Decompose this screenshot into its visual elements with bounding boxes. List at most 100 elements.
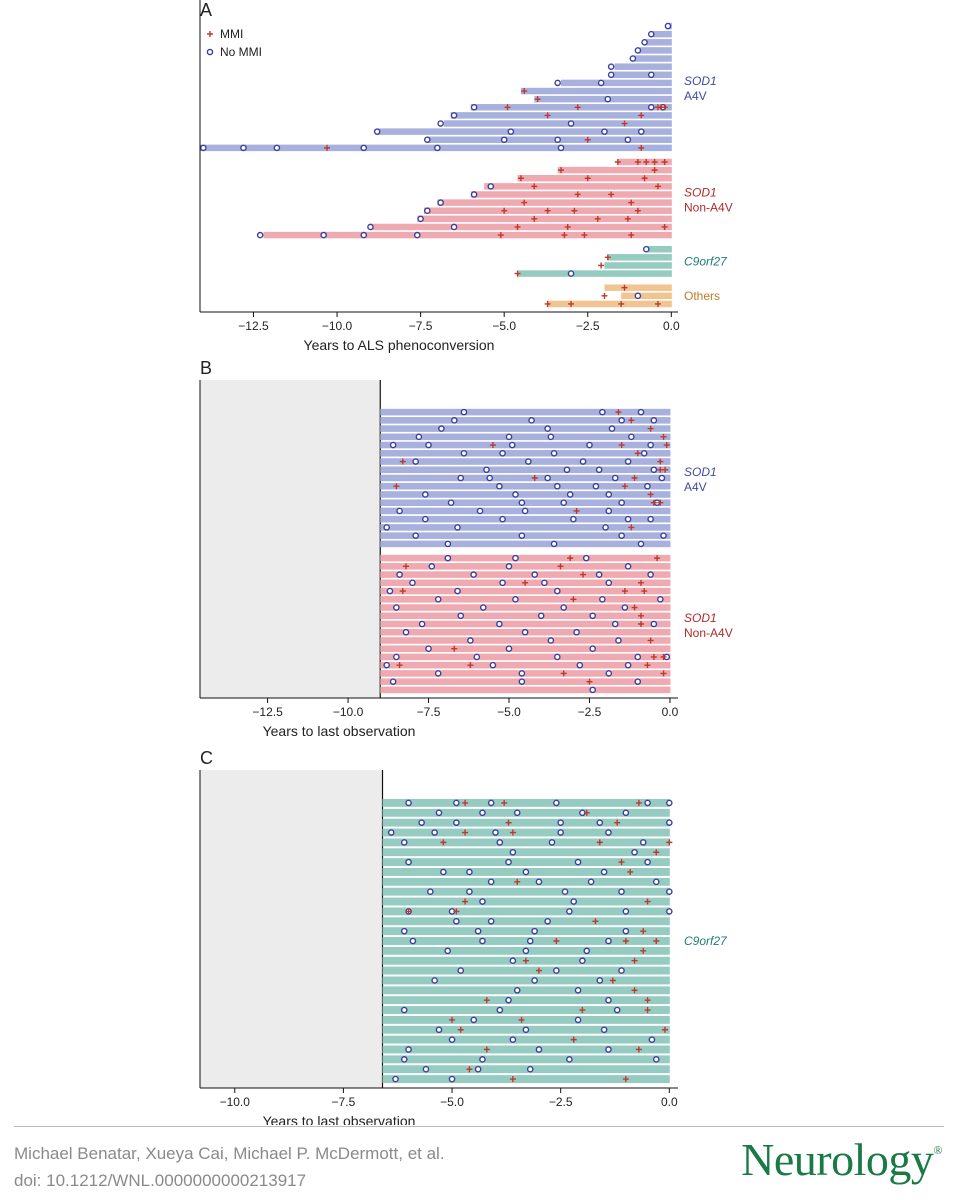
no-mmi-marker xyxy=(605,670,613,677)
panel-letter: C xyxy=(200,748,213,768)
no-mmi-marker xyxy=(499,449,506,457)
no-mmi-marker xyxy=(383,661,390,669)
no-mmi-marker xyxy=(618,967,625,974)
no-mmi-marker xyxy=(599,595,606,603)
no-mmi-marker xyxy=(454,524,461,531)
no-mmi-marker xyxy=(561,888,569,895)
mmi-marker xyxy=(509,1076,516,1083)
mmi-marker xyxy=(635,799,642,806)
no-mmi-marker xyxy=(470,191,478,198)
group-gene-label: SOD1 xyxy=(684,186,717,200)
subject-bar xyxy=(557,166,672,174)
no-mmi-marker xyxy=(553,653,561,661)
legend-mmi-label: MMI xyxy=(220,27,243,41)
no-mmi-marker xyxy=(664,22,672,30)
subject-bar xyxy=(382,996,670,1005)
no-mmi-marker xyxy=(650,466,658,474)
group-label: Others xyxy=(684,289,720,303)
no-mmi-marker xyxy=(535,878,543,886)
no-mmi-marker xyxy=(582,554,590,562)
no-mmi-marker xyxy=(554,79,561,87)
mmi-marker xyxy=(624,215,631,222)
no-mmi-marker xyxy=(613,1006,621,1014)
mmi-marker xyxy=(570,596,577,603)
no-mmi-marker xyxy=(487,917,495,925)
no-mmi-marker xyxy=(486,474,493,482)
mmi-marker xyxy=(405,908,412,915)
subject-bar xyxy=(380,670,671,677)
no-mmi-marker xyxy=(453,799,460,807)
no-mmi-marker xyxy=(566,1056,573,1063)
no-mmi-marker xyxy=(560,604,568,611)
x-tick-label: −10.0 xyxy=(333,705,364,719)
no-mmi-marker xyxy=(496,839,504,846)
no-mmi-marker xyxy=(360,231,368,239)
no-mmi-marker xyxy=(566,491,574,498)
no-mmi-marker xyxy=(634,653,642,661)
no-mmi-marker xyxy=(518,670,526,677)
subject-bar xyxy=(380,686,671,694)
no-mmi-marker xyxy=(531,571,539,578)
subject-bar xyxy=(382,887,670,896)
no-mmi-marker xyxy=(470,571,477,578)
no-mmi-marker xyxy=(427,888,434,895)
mmi-marker xyxy=(518,1016,525,1023)
mmi-marker xyxy=(628,417,635,424)
subject-bar xyxy=(380,612,671,620)
no-mmi-marker xyxy=(586,441,593,449)
no-mmi-marker xyxy=(650,620,658,628)
mmi-marker xyxy=(514,270,521,277)
no-mmi-marker xyxy=(544,425,551,432)
no-mmi-marker xyxy=(431,829,438,836)
subject-bar xyxy=(444,120,672,127)
no-mmi-marker xyxy=(505,645,513,653)
group-others: Others xyxy=(544,284,720,308)
subject-bar xyxy=(380,653,671,661)
subject-bar xyxy=(382,1055,670,1064)
subject-bar xyxy=(380,450,671,457)
mmi-marker xyxy=(580,571,587,578)
subject-bar xyxy=(382,818,670,827)
mmi-marker xyxy=(621,483,628,490)
mmi-marker xyxy=(501,207,508,214)
no-mmi-marker xyxy=(513,987,521,994)
no-mmi-marker xyxy=(422,515,429,523)
no-mmi-marker xyxy=(560,499,568,507)
x-tick-label: −7.5 xyxy=(332,1095,356,1109)
subject-bar xyxy=(639,47,672,54)
no-mmi-marker xyxy=(607,71,615,79)
mmi-marker xyxy=(564,223,571,230)
no-mmi-marker xyxy=(409,579,416,587)
subject-bar xyxy=(380,482,671,490)
no-mmi-marker xyxy=(505,996,512,1004)
no-mmi-marker xyxy=(658,474,666,482)
no-mmi-marker xyxy=(525,458,532,465)
subject-bar xyxy=(380,515,671,523)
mmi-marker xyxy=(574,104,581,111)
no-mmi-marker xyxy=(474,1065,482,1073)
mmi-marker xyxy=(522,579,529,586)
x-tick-label: −2.5 xyxy=(549,1095,573,1109)
subject-bar xyxy=(382,798,670,807)
group-variant-label: Non-A4V xyxy=(684,626,733,640)
x-tick-label: −7.5 xyxy=(417,705,441,719)
subject-bar xyxy=(417,215,672,223)
mmi-marker xyxy=(324,144,331,151)
group-variant-label: A4V xyxy=(684,89,707,103)
mmi-marker xyxy=(531,183,538,190)
subject-bar xyxy=(380,441,671,449)
no-mmi-marker xyxy=(634,47,642,54)
mmi-marker xyxy=(521,199,528,206)
no-mmi-marker xyxy=(642,245,650,253)
no-mmi-marker xyxy=(644,799,651,807)
mmi-marker xyxy=(638,144,645,151)
no-mmi-marker xyxy=(624,661,632,669)
no-mmi-marker xyxy=(500,136,508,144)
subject-bar xyxy=(380,661,671,669)
mmi-marker xyxy=(641,175,648,182)
no-mmi-marker xyxy=(608,425,616,432)
no-mmi-marker xyxy=(425,645,432,653)
no-mmi-marker xyxy=(479,898,486,905)
no-mmi-marker xyxy=(647,71,655,79)
